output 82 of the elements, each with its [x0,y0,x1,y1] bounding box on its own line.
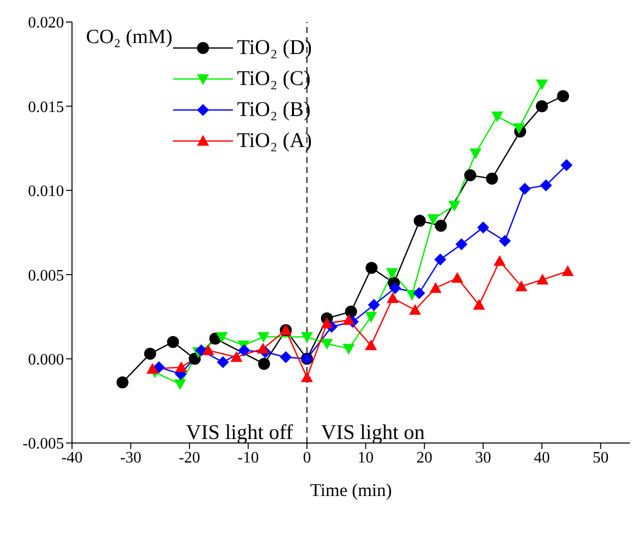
point [345,306,357,318]
point [116,376,129,388]
point [427,214,440,226]
point [560,159,573,172]
point [320,317,333,328]
point [515,280,528,292]
x-tick-label: -10 [238,449,259,466]
point [144,348,156,360]
point [536,80,548,90]
point [342,314,355,325]
point [409,304,422,315]
legend-label: TiO₂ (A) [237,128,312,153]
point [498,234,511,247]
annotation: VIS light off [186,420,293,445]
point [455,238,468,250]
point [216,356,229,368]
x-tick-label: 30 [475,449,492,466]
point [540,179,552,192]
point [414,214,426,227]
point [451,272,464,283]
point [389,282,402,294]
point [448,200,460,212]
point [430,282,442,293]
y-tick-label: 0.020 [28,14,64,32]
point [342,344,355,355]
x-tick-label: 20 [416,449,432,466]
point [256,342,269,354]
legend-label: TiO₂ (D) [237,35,312,60]
x-tick-label: 50 [592,449,609,466]
point [470,148,482,160]
point [562,265,574,276]
x-tick-label: -30 [120,449,142,466]
point [146,362,158,374]
point [258,358,270,370]
legend-label: TiO₂ (C) [237,66,311,91]
point [434,220,447,232]
point [320,338,333,350]
point [477,221,490,234]
legend-label: TiO₂ (B) [237,97,311,122]
point [512,123,525,134]
point [366,262,378,274]
y-tick-label: 0.010 [28,183,64,200]
point [386,292,399,303]
annotation: VIS light on [320,420,425,445]
point [238,344,250,356]
x-tick-label: -20 [178,449,200,466]
point [202,344,214,356]
point [230,351,242,362]
point [536,100,548,112]
point [152,361,165,374]
point [473,298,486,310]
y-tick-label: 0.015 [28,98,64,116]
point [364,312,377,323]
point [413,287,426,300]
point [364,339,377,350]
point [494,255,506,266]
point [536,274,548,284]
point [167,336,180,348]
x-axis-title: Time (min) [310,480,392,500]
point [464,169,476,182]
point [386,268,398,279]
point [486,172,498,185]
point [216,332,228,343]
point [174,379,186,390]
y-tick-label: 0.005 [28,267,64,284]
point [491,112,504,122]
point [368,298,380,311]
point [518,182,531,195]
point [300,332,313,343]
point [300,371,313,382]
x-tick-label: -40 [61,449,83,466]
point [280,351,292,364]
y-tick-label: -0.005 [22,436,64,453]
point [434,253,446,266]
x-tick-label: 10 [358,449,374,466]
x-tick-label: 40 [534,449,550,466]
point [257,332,270,343]
y-tick-label: 0.000 [28,351,64,368]
x-tick-label: 0 [302,449,311,466]
y-axis-title: CO₂ (mM) [86,26,172,49]
point [557,90,570,102]
point [175,361,188,372]
